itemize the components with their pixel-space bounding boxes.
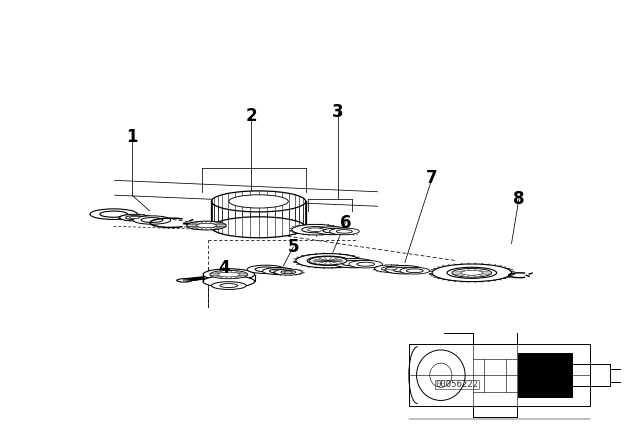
Ellipse shape — [141, 218, 163, 223]
Text: 8: 8 — [513, 190, 525, 207]
Ellipse shape — [341, 260, 366, 266]
Text: 4: 4 — [218, 258, 230, 276]
Ellipse shape — [90, 209, 138, 220]
Ellipse shape — [120, 214, 150, 221]
Ellipse shape — [187, 221, 227, 230]
Ellipse shape — [308, 228, 324, 232]
Ellipse shape — [247, 265, 285, 274]
Ellipse shape — [400, 267, 429, 274]
Ellipse shape — [292, 224, 339, 235]
Ellipse shape — [406, 269, 423, 273]
Ellipse shape — [457, 270, 487, 276]
Ellipse shape — [133, 216, 171, 224]
Ellipse shape — [210, 270, 248, 279]
Ellipse shape — [330, 228, 359, 235]
Ellipse shape — [461, 271, 483, 275]
Ellipse shape — [374, 265, 408, 272]
Ellipse shape — [196, 224, 216, 228]
Ellipse shape — [129, 216, 140, 219]
Ellipse shape — [381, 267, 401, 271]
Ellipse shape — [229, 195, 288, 208]
Ellipse shape — [385, 266, 423, 274]
Ellipse shape — [203, 269, 255, 280]
Ellipse shape — [220, 284, 237, 288]
Ellipse shape — [281, 271, 296, 274]
Ellipse shape — [203, 276, 255, 287]
Bar — [518, 353, 572, 397]
Text: 6: 6 — [340, 214, 351, 232]
Ellipse shape — [333, 258, 374, 268]
Ellipse shape — [309, 257, 347, 265]
Text: 3: 3 — [332, 103, 344, 121]
Text: 00056222: 00056222 — [435, 380, 479, 389]
Ellipse shape — [452, 268, 492, 277]
Ellipse shape — [211, 282, 246, 289]
Ellipse shape — [386, 267, 397, 270]
Text: 5: 5 — [287, 238, 299, 256]
Ellipse shape — [349, 260, 383, 268]
Text: 7: 7 — [426, 169, 438, 187]
Ellipse shape — [218, 272, 240, 277]
Ellipse shape — [275, 269, 302, 275]
Ellipse shape — [211, 191, 306, 212]
Ellipse shape — [337, 230, 352, 233]
Ellipse shape — [319, 259, 337, 263]
Ellipse shape — [323, 228, 343, 233]
Ellipse shape — [211, 217, 306, 238]
Ellipse shape — [262, 267, 294, 275]
Ellipse shape — [301, 227, 330, 233]
Ellipse shape — [284, 271, 292, 273]
Ellipse shape — [177, 279, 191, 282]
Ellipse shape — [255, 267, 277, 272]
Ellipse shape — [447, 267, 497, 278]
Text: 2: 2 — [245, 107, 257, 125]
Ellipse shape — [125, 215, 143, 220]
Ellipse shape — [100, 211, 127, 217]
Ellipse shape — [356, 262, 374, 266]
Ellipse shape — [307, 256, 349, 265]
Ellipse shape — [296, 254, 360, 268]
Ellipse shape — [432, 264, 511, 282]
Ellipse shape — [269, 269, 287, 273]
Ellipse shape — [315, 227, 351, 235]
Bar — [409, 345, 590, 406]
Text: 1: 1 — [126, 128, 138, 146]
Ellipse shape — [393, 267, 415, 272]
